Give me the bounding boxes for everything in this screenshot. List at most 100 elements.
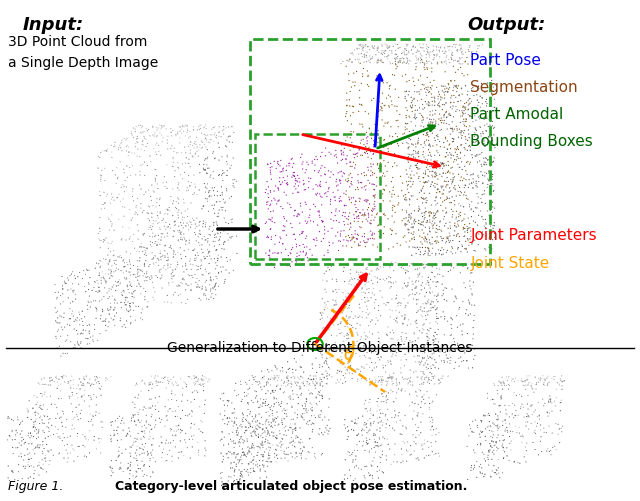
Point (394, 199, 404, 207)
Point (372, 439, 382, 447)
Point (421, 178, 431, 186)
Point (443, 81, 453, 89)
Point (289, 169, 300, 177)
Point (522, 410, 532, 418)
Point (42, 447, 52, 455)
Point (285, 201, 295, 209)
Point (192, 266, 202, 274)
Point (186, 182, 196, 190)
Point (351, 198, 361, 206)
Point (228, 428, 238, 436)
Point (307, 444, 317, 452)
Point (143, 451, 153, 459)
Point (490, 381, 500, 389)
Point (504, 433, 515, 441)
Point (152, 126, 163, 134)
Point (393, 59, 403, 67)
Point (517, 431, 527, 439)
Point (369, 186, 379, 194)
Point (358, 261, 368, 269)
Point (212, 262, 222, 270)
Point (325, 201, 335, 209)
Point (431, 315, 442, 323)
Point (356, 184, 367, 192)
Point (323, 264, 333, 272)
Point (146, 209, 156, 217)
Point (372, 463, 383, 471)
Point (226, 216, 236, 224)
Point (151, 203, 161, 211)
Point (374, 442, 384, 450)
Point (359, 183, 369, 191)
Point (65, 381, 76, 389)
Point (141, 245, 152, 253)
Point (161, 439, 171, 447)
Point (256, 451, 266, 459)
Point (221, 158, 232, 166)
Point (318, 235, 328, 243)
Point (492, 439, 502, 447)
Point (438, 101, 448, 109)
Point (335, 230, 346, 238)
Point (126, 417, 136, 425)
Point (486, 442, 496, 450)
Point (187, 412, 197, 420)
Point (486, 427, 497, 435)
Point (242, 392, 252, 400)
Point (431, 293, 442, 301)
Point (291, 259, 301, 267)
Point (100, 318, 111, 326)
Point (464, 176, 474, 184)
Point (363, 261, 373, 269)
Point (307, 403, 317, 411)
Point (423, 152, 433, 160)
Point (442, 354, 452, 362)
Point (266, 406, 276, 414)
Point (408, 223, 418, 231)
Point (168, 279, 178, 287)
Point (374, 356, 385, 364)
Point (287, 453, 298, 461)
Point (337, 349, 347, 357)
Point (421, 372, 431, 380)
Point (415, 60, 426, 68)
Point (419, 105, 429, 113)
Point (419, 48, 429, 56)
Point (439, 112, 449, 120)
Point (195, 403, 205, 411)
Point (303, 161, 314, 169)
Point (279, 189, 289, 197)
Point (495, 408, 506, 416)
Point (180, 222, 191, 230)
Point (84, 327, 95, 335)
Point (99, 200, 109, 208)
Point (422, 236, 432, 244)
Point (287, 402, 297, 410)
Point (304, 178, 314, 186)
Point (381, 143, 391, 151)
Point (472, 473, 482, 481)
Point (307, 407, 317, 415)
Point (152, 195, 162, 203)
Point (395, 111, 405, 119)
Point (168, 408, 178, 416)
Point (361, 404, 371, 412)
Point (216, 474, 227, 482)
Point (362, 279, 372, 287)
Point (433, 292, 443, 300)
Point (220, 412, 230, 420)
Point (197, 285, 207, 293)
Point (363, 235, 373, 243)
Point (194, 230, 204, 238)
Point (367, 97, 377, 105)
Point (78, 322, 88, 330)
Point (389, 316, 399, 324)
Point (182, 296, 193, 304)
Point (401, 120, 411, 128)
Point (143, 187, 154, 195)
Point (58, 282, 68, 290)
Point (11, 444, 21, 452)
Point (362, 148, 372, 156)
Point (11, 426, 21, 434)
Point (271, 433, 281, 441)
